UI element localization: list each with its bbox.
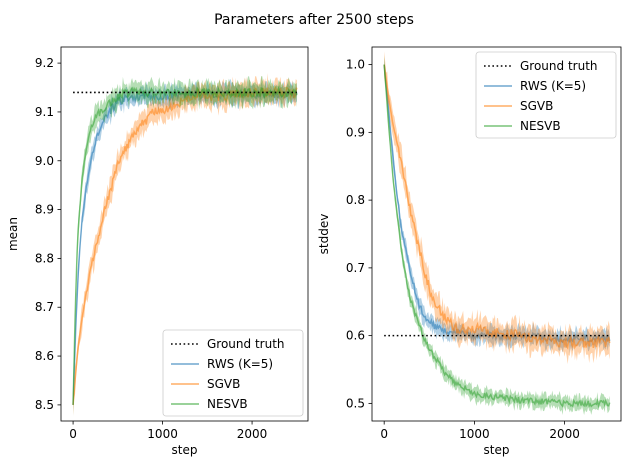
mean-ylabel: mean (6, 217, 20, 251)
stddev-legend-label-rws: RWS (K=5) (520, 79, 586, 93)
mean-series-line-nesvb (72, 85, 298, 405)
stddev-xtick-label: 1000 (459, 427, 490, 441)
mean-series-band-nesvb (73, 76, 297, 417)
stddev-ytick-label: 0.9 (346, 125, 365, 139)
stddev-panel: 0 1000 2000 0.5 0.6 0.7 0.8 0.9 1.0 step stddev Gro… (317, 46, 622, 457)
stddev-axes-frame (371, 46, 622, 422)
mean-xtick-label: 0 (69, 427, 77, 441)
stddev-legend-box (475, 51, 617, 139)
mean-xlabel: step (172, 443, 198, 457)
stddev-series-line-rws (383, 64, 611, 344)
stddev-ytick-label: 0.6 (346, 329, 365, 343)
stddev-xtick-label: 0 (380, 427, 388, 441)
stddev-legend-label-nesvb: NESVB (520, 119, 561, 133)
mean-legend-label-sgvb: SGVB (207, 377, 240, 391)
stddev-legend-label-ground-truth: Ground truth (520, 59, 598, 73)
stddev-ytick-label: 0.7 (346, 261, 365, 275)
stddev-ytick-label: 1.0 (346, 58, 365, 72)
mean-ytick-label: 8.8 (35, 251, 54, 265)
mean-legend-label-ground-truth: Ground truth (207, 337, 285, 351)
mean-ytick-label: 8.7 (35, 300, 54, 314)
stddev-xtick-label: 2000 (549, 427, 580, 441)
stddev-legend-label-sgvb: SGVB (520, 99, 553, 113)
mean-ytick-label: 9.2 (35, 56, 54, 70)
mean-axes-frame (60, 46, 309, 422)
mean-ytick-label: 8.6 (35, 349, 54, 363)
mean-xtick-label: 2000 (237, 427, 268, 441)
mean-ytick-label: 8.9 (35, 203, 54, 217)
stddev-legend: Ground truth RWS (K=5) SGVB NESVB (475, 51, 617, 139)
mean-ytick-label: 9.0 (35, 154, 54, 168)
mean-legend-label-rws: RWS (K=5) (207, 357, 273, 371)
stddev-series-line-nesvb (383, 64, 611, 409)
mean-panel: 0 1000 2000 8.5 8.6 8.7 8.8 8.9 9.0 9.1 9.2 step mea… (6, 46, 309, 457)
mean-xtick-label: 1000 (147, 427, 178, 441)
mean-ytick-label: 9.1 (35, 105, 54, 119)
mean-ytick-label: 8.5 (35, 398, 54, 412)
stddev-ytick-label: 0.5 (346, 396, 365, 410)
mean-legend-label-nesvb: NESVB (207, 397, 248, 411)
mean-legend-box (162, 329, 304, 417)
stddev-series-line-sgvb (383, 64, 611, 350)
stddev-ytick-label: 0.8 (346, 193, 365, 207)
stddev-ylabel: stddev (317, 214, 331, 255)
stddev-xlabel: step (484, 443, 510, 457)
figure-suptitle: Parameters after 2500 steps (214, 12, 414, 28)
mean-legend: Ground truth RWS (K=5) SGVB NESVB (162, 329, 304, 417)
stddev-series-band-sgvb (384, 51, 610, 365)
